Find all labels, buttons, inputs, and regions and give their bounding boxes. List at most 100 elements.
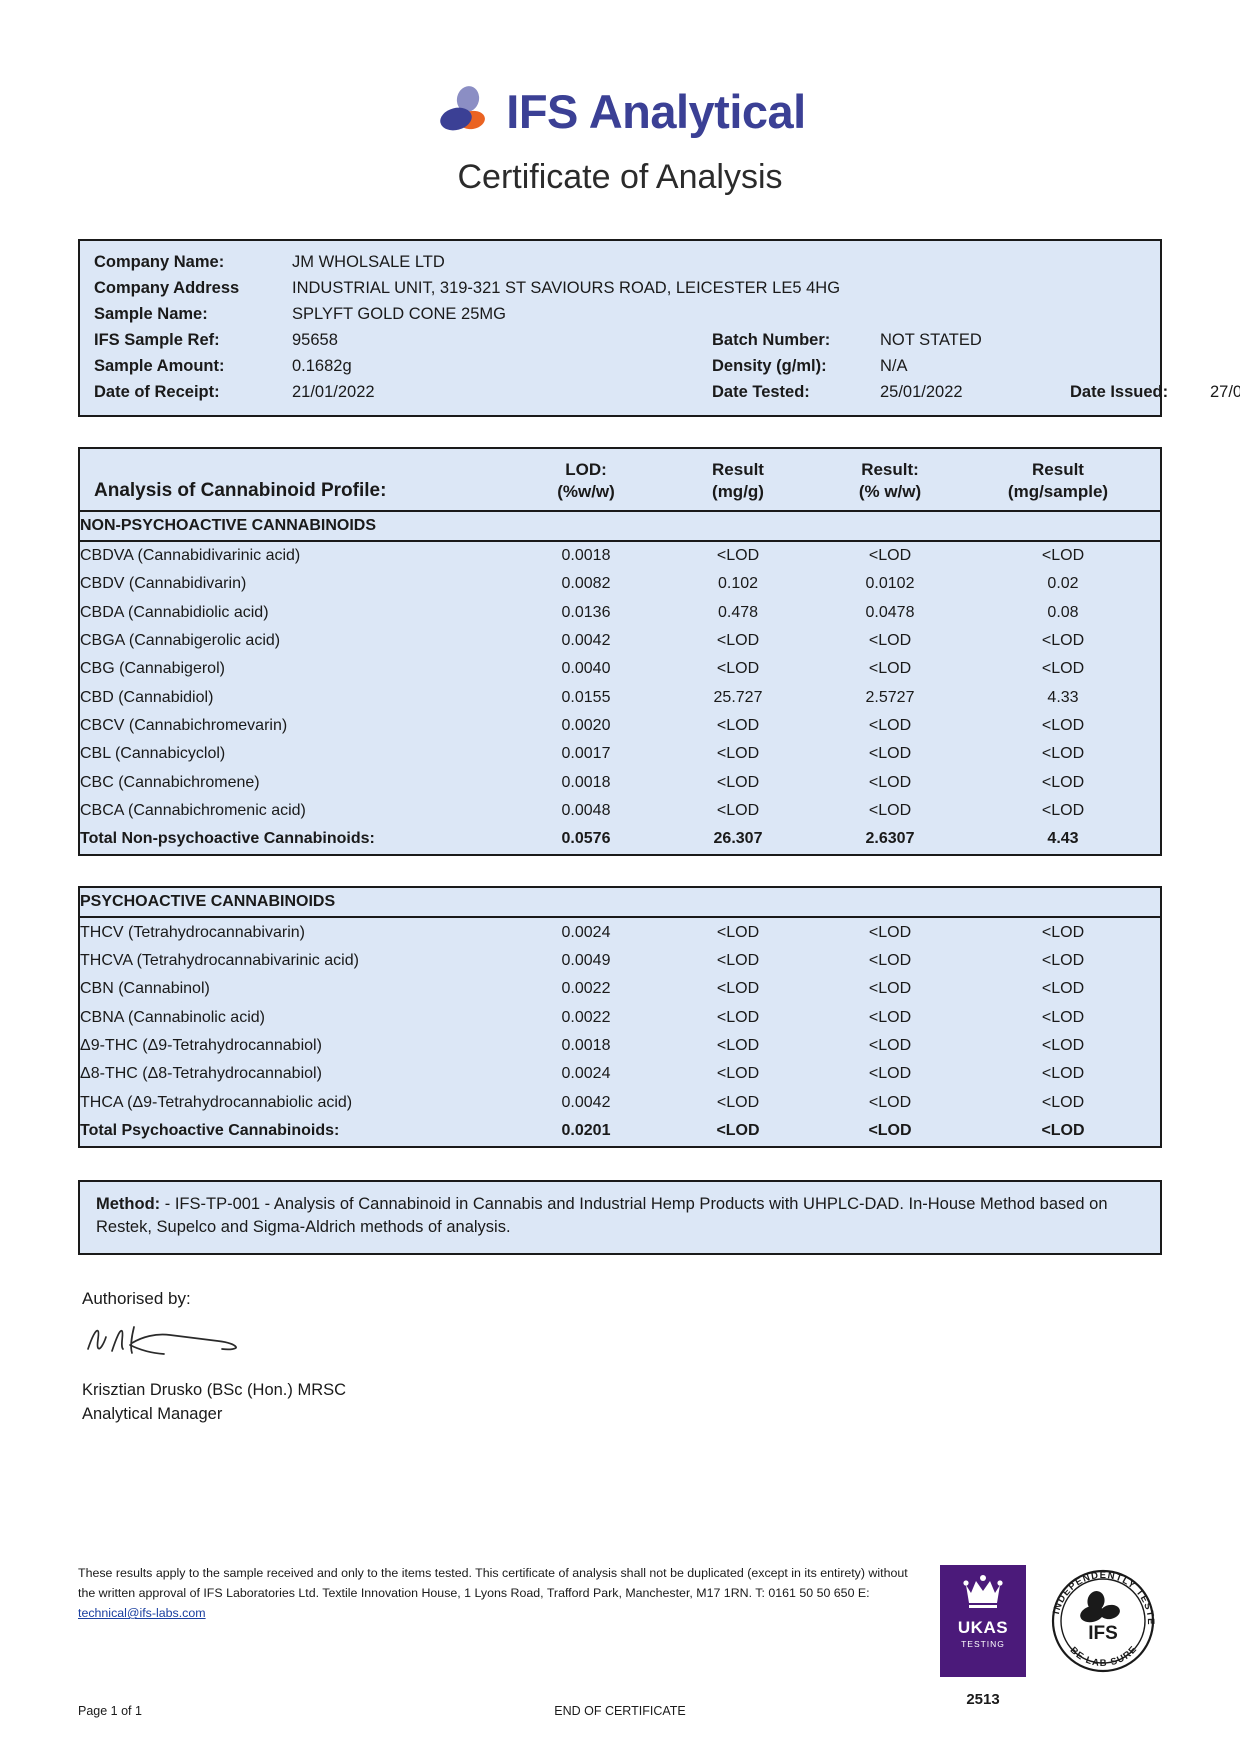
technical-email-link[interactable]: technical@ifs-labs.com xyxy=(78,1606,206,1621)
date-of-receipt-label: Date of Receipt: xyxy=(94,383,220,402)
analyte-mgg: <LOD xyxy=(716,1065,760,1083)
analyte-mgsample: <LOD xyxy=(1041,1065,1085,1083)
sample-amount-label: Sample Amount: xyxy=(94,357,225,376)
analyte-name: CBCA (Cannabichromenic acid) xyxy=(80,802,306,820)
analyte-mgg: <LOD xyxy=(716,923,760,941)
analyte-mgsample: 0.08 xyxy=(1047,603,1079,621)
brand-header: IFS Analytical xyxy=(0,0,1240,136)
date-of-receipt-value: 21/01/2022 xyxy=(292,383,375,402)
total-mgsample: <LOD xyxy=(1041,1121,1085,1139)
analyte-name: CBG (Cannabigerol) xyxy=(80,660,225,678)
table-row: THCVA (Tetrahydrocannabivarinic acid) 0.… xyxy=(80,947,1160,975)
analyte-lod: 0.0018 xyxy=(561,1037,611,1054)
analyte-mgg: <LOD xyxy=(716,802,760,820)
analyte-name: CBDV (Cannabidivarin) xyxy=(80,575,247,593)
table-row: CBG (Cannabigerol) 0.0040 <LOD <LOD <LOD xyxy=(80,655,1160,683)
total-row-nonpsychoactive: Total Non-psychoactive Cannabinoids: 0.0… xyxy=(80,825,1160,854)
method-text: - IFS-TP-001 - Analysis of Cannabinoid i… xyxy=(96,1194,1108,1237)
analyte-lod: 0.0048 xyxy=(561,802,611,820)
info-row-sample-amount: Sample Amount: 0.1682g Density (g/ml): N… xyxy=(80,353,1160,379)
analyte-pww: <LOD xyxy=(868,980,912,998)
total-mgsample: 4.43 xyxy=(1047,830,1079,848)
analyte-mgsample: 4.33 xyxy=(1047,688,1079,706)
analyte-mgsample: <LOD xyxy=(1041,923,1085,941)
column-header-pww: Result: (% w/w) xyxy=(814,449,966,510)
analyte-lod: 0.0024 xyxy=(561,923,611,941)
analyte-pww: <LOD xyxy=(868,1008,912,1026)
analyte-mgsample: <LOD xyxy=(1041,631,1085,649)
column-header-lod-main: LOD: xyxy=(565,460,607,480)
signatory-name: Krisztian Drusko (BSc (Hon.) MRSC xyxy=(82,1380,347,1399)
ifs-independently-tested-badge: INDEPENDENTLY TESTED BE LAB SURE IFS xyxy=(1040,1557,1162,1682)
analyte-name: CBL (Cannabicyclol) xyxy=(80,745,226,763)
footer-disclaimer-text: These results apply to the sample receiv… xyxy=(78,1566,908,1601)
analyte-pww: 2.5727 xyxy=(865,688,915,706)
analyte-mgsample: <LOD xyxy=(1041,745,1085,763)
section-label: NON-PSYCHOACTIVE CANNABINOIDS xyxy=(80,509,510,542)
analyte-lod: 0.0155 xyxy=(561,688,611,706)
analyte-pww: 0.0478 xyxy=(865,603,915,621)
analyte-lod: 0.0049 xyxy=(561,951,611,969)
total-lod: 0.0576 xyxy=(561,830,611,848)
method-panel: Method: - IFS-TP-001 - Analysis of Canna… xyxy=(78,1179,1162,1255)
analyte-pww: <LOD xyxy=(868,923,912,941)
brand-name: IFS Analytical xyxy=(506,84,806,138)
analyte-name: CBD (Cannabidiol) xyxy=(80,688,214,706)
analyte-lod: 0.0020 xyxy=(561,717,611,734)
analyte-mgsample: <LOD xyxy=(1041,951,1085,969)
analyte-name: CBDVA (Cannabidivarinic acid) xyxy=(80,546,301,564)
signature-block: Authorised by: Krisztian Drusko (BSc (Ho… xyxy=(82,1289,1240,1427)
analyte-pww: <LOD xyxy=(868,660,912,678)
total-pww: 2.6307 xyxy=(865,830,915,848)
analyte-lod: 0.0082 xyxy=(561,575,611,593)
analyte-name: THCV (Tetrahydrocannabivarin) xyxy=(80,923,305,941)
analyte-lod: 0.0018 xyxy=(561,546,611,564)
analyte-mgsample: <LOD xyxy=(1041,802,1085,820)
company-address-label: Company Address xyxy=(94,279,240,298)
analyte-name: CBNA (Cannabinolic acid) xyxy=(80,1008,265,1026)
column-header-mgsample-sub: (mg/sample) xyxy=(1007,482,1109,502)
analyte-lod: 0.0024 xyxy=(561,1065,611,1083)
analyte-lod: 0.0017 xyxy=(561,745,611,763)
info-row-company-address: Company Address INDUSTRIAL UNIT, 319-321… xyxy=(80,275,1160,301)
analyte-pww: <LOD xyxy=(868,546,912,564)
handwritten-signature-icon xyxy=(82,1319,1240,1365)
analyte-lod: 0.0136 xyxy=(561,603,611,621)
total-row-psychoactive: Total Psychoactive Cannabinoids: 0.0201 … xyxy=(80,1117,1160,1146)
analyte-mgg: 0.102 xyxy=(717,575,759,593)
psychoactive-results-panel: PSYCHOACTIVE CANNABINOIDS THCV (Tetrahyd… xyxy=(78,886,1162,1148)
analyte-name: CBGA (Cannabigerolic acid) xyxy=(80,631,281,649)
svg-text:IFS: IFS xyxy=(1088,1623,1118,1644)
date-issued-label: Date Issued: xyxy=(1070,383,1169,402)
analyte-mgsample: <LOD xyxy=(1041,717,1085,734)
batch-number-value: NOT STATED xyxy=(880,331,982,350)
total-label: Total Psychoactive Cannabinoids: xyxy=(80,1121,340,1139)
section-header-psychoactive: PSYCHOACTIVE CANNABINOIDS xyxy=(80,888,1160,919)
ukas-crown-icon xyxy=(960,1571,1006,1616)
table-row: THCV (Tetrahydrocannabivarin) 0.0024 <LO… xyxy=(80,917,1160,946)
table-row: CBCV (Cannabichromevarin) 0.0020 <LOD <L… xyxy=(80,712,1160,740)
column-header-mgsample-main: Result xyxy=(1032,460,1084,480)
table-row: CBDA (Cannabidiolic acid) 0.0136 0.478 0… xyxy=(80,598,1160,626)
analyte-pww: <LOD xyxy=(868,951,912,969)
analyte-name: THCA (Δ9-Tetrahydrocannabiolic acid) xyxy=(80,1093,353,1111)
ukas-badge: UKAS TESTING 2513 xyxy=(940,1565,1026,1708)
analyte-mgg: <LOD xyxy=(716,1008,760,1026)
date-tested-label: Date Tested: xyxy=(712,383,810,402)
sample-name-value: SPLYFT GOLD CONE 25MG xyxy=(292,305,506,324)
analyte-mgsample: <LOD xyxy=(1041,660,1085,678)
table-row: CBGA (Cannabigerolic acid) 0.0042 <LOD <… xyxy=(80,627,1160,655)
sample-info-panel: Company Name: JM WHOLSALE LTD Company Ad… xyxy=(78,239,1240,418)
analyte-mgg: <LOD xyxy=(716,980,760,998)
ifs-logo-mark-icon xyxy=(434,86,492,136)
section-label: PSYCHOACTIVE CANNABINOIDS xyxy=(80,888,510,919)
table-row: CBN (Cannabinol) 0.0022 <LOD <LOD <LOD xyxy=(80,975,1160,1003)
date-issued-value: 27/01/2022 xyxy=(1210,383,1240,402)
page-number: Page 1 of 1 xyxy=(78,1704,142,1718)
column-header-mgg-main: Result xyxy=(712,460,764,480)
accreditation-badges: UKAS TESTING 2513 INDEPENDEN xyxy=(940,1557,1162,1708)
analyte-name: Δ8-THC (Δ8-Tetrahydrocannabiol) xyxy=(80,1065,322,1083)
analyte-pww: <LOD xyxy=(868,631,912,649)
total-label: Total Non-psychoactive Cannabinoids: xyxy=(80,830,375,848)
